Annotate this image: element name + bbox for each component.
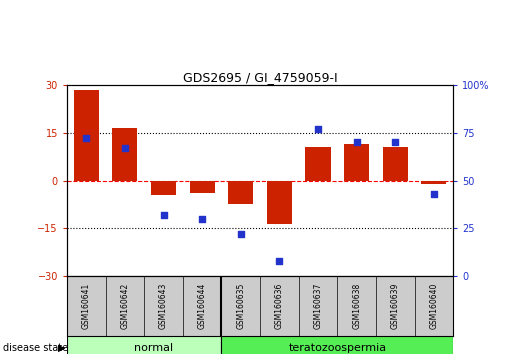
Text: disease state: disease state (3, 343, 67, 353)
Point (82, 136, 91, 141)
Bar (421, 181, 447, 184)
Bar (221, 336, 453, 354)
Text: GSM160637: GSM160637 (314, 283, 322, 330)
Text: GSM160641: GSM160641 (82, 283, 91, 329)
Bar (112, 128, 138, 181)
Text: GSM160644: GSM160644 (198, 283, 207, 330)
Text: GSM160639: GSM160639 (391, 283, 400, 330)
Title: GDS2695 / GI_4759059-I: GDS2695 / GI_4759059-I (183, 71, 337, 84)
Point (352, 139, 360, 145)
Point (198, 216, 206, 222)
Text: GSM160640: GSM160640 (430, 283, 438, 330)
Text: ▶: ▶ (58, 343, 65, 353)
Bar (74, 90, 99, 181)
Bar (151, 181, 176, 195)
Point (275, 258, 283, 264)
Bar (228, 181, 253, 205)
Bar (67, 336, 221, 354)
Point (121, 145, 129, 151)
Text: teratozoospermia: teratozoospermia (288, 343, 386, 353)
Bar (305, 147, 331, 181)
Text: GSM160638: GSM160638 (352, 283, 361, 329)
Bar (383, 147, 408, 181)
Text: GSM160635: GSM160635 (236, 283, 245, 330)
Text: GSM160636: GSM160636 (275, 283, 284, 330)
Point (314, 126, 322, 132)
Bar (267, 181, 292, 224)
Point (430, 191, 438, 197)
Point (391, 139, 400, 145)
Text: GSM160642: GSM160642 (121, 283, 129, 329)
Bar (190, 181, 215, 193)
Point (159, 212, 167, 218)
Text: GSM160643: GSM160643 (159, 283, 168, 330)
Point (236, 231, 245, 237)
Text: normal: normal (134, 343, 174, 353)
Bar (344, 144, 369, 181)
